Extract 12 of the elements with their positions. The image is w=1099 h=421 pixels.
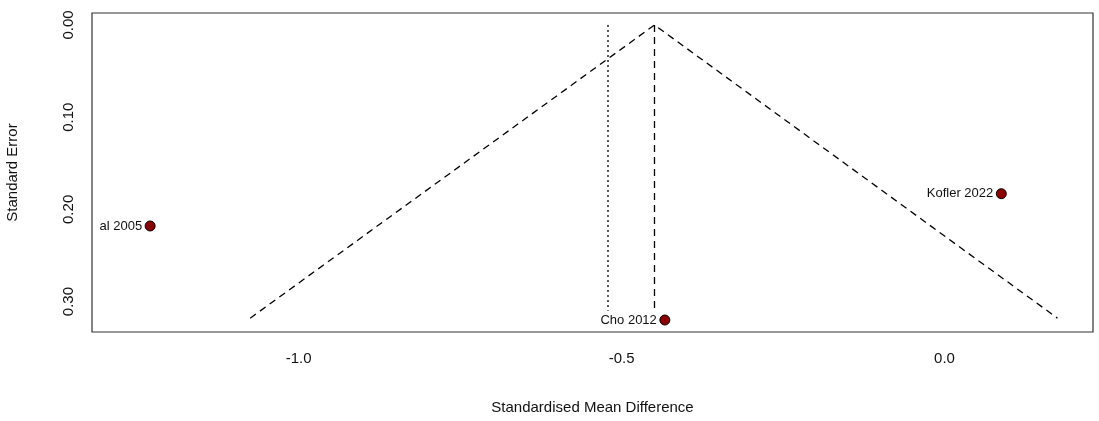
y-axis-title: Standard Error	[3, 123, 21, 222]
annotation: Cho 2012	[600, 311, 657, 327]
x-tick-label: -0.5	[608, 349, 635, 367]
y-tick-label: 0.10	[58, 102, 76, 132]
x-axis-title: Standardised Mean Difference	[491, 398, 694, 416]
annotation: al 2005	[99, 217, 143, 233]
x-tick-label: -1.0	[285, 349, 312, 367]
y-tick-label: 0.30	[58, 286, 76, 317]
y-tick-label: 0.20	[58, 194, 76, 224]
x-tick-label: 0.0	[934, 349, 955, 367]
annotation: Kofler 2022	[926, 185, 994, 201]
y-tick-label: 0.00	[58, 10, 76, 40]
